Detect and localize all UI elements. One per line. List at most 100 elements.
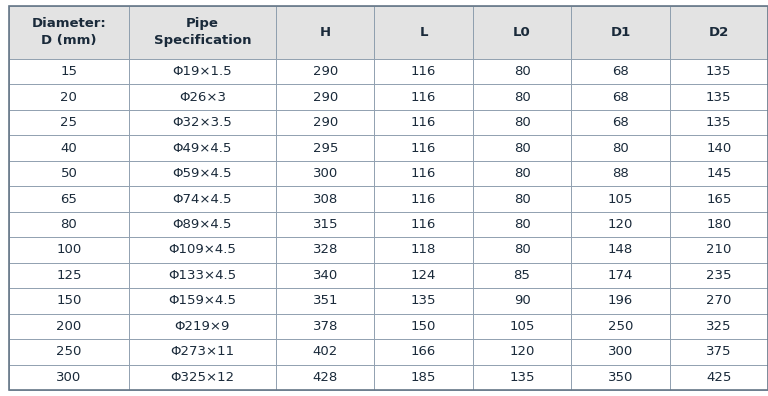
- Text: 235: 235: [706, 269, 732, 282]
- Text: 210: 210: [706, 244, 731, 257]
- Bar: [375, 110, 473, 135]
- Text: Diameter:
D (mm): Diameter: D (mm): [31, 17, 106, 48]
- Bar: [571, 6, 670, 59]
- Bar: [473, 263, 571, 288]
- Text: Φ59×4.5: Φ59×4.5: [173, 167, 232, 180]
- Bar: [571, 84, 670, 110]
- Text: 135: 135: [706, 65, 732, 78]
- Text: 135: 135: [411, 294, 436, 307]
- Text: 351: 351: [313, 294, 338, 307]
- Bar: [128, 314, 276, 339]
- Bar: [571, 339, 670, 365]
- Bar: [9, 339, 128, 365]
- Bar: [670, 186, 768, 212]
- Text: 116: 116: [411, 167, 436, 180]
- Bar: [276, 186, 375, 212]
- Bar: [128, 84, 276, 110]
- Text: 80: 80: [61, 218, 78, 231]
- Bar: [276, 263, 375, 288]
- Text: 120: 120: [509, 345, 535, 358]
- Text: 250: 250: [607, 320, 633, 333]
- Text: 68: 68: [612, 65, 629, 78]
- Text: Φ89×4.5: Φ89×4.5: [173, 218, 232, 231]
- Text: 250: 250: [56, 345, 81, 358]
- Bar: [375, 6, 473, 59]
- Text: Pipe
Specification: Pipe Specification: [154, 17, 251, 48]
- Bar: [473, 288, 571, 314]
- Bar: [670, 339, 768, 365]
- Text: 166: 166: [411, 345, 436, 358]
- Bar: [128, 135, 276, 161]
- Bar: [670, 135, 768, 161]
- Text: Φ109×4.5: Φ109×4.5: [168, 244, 237, 257]
- Text: 68: 68: [612, 91, 629, 104]
- Text: 80: 80: [514, 244, 531, 257]
- Text: 300: 300: [313, 167, 338, 180]
- Text: 150: 150: [56, 294, 81, 307]
- Bar: [276, 237, 375, 263]
- Bar: [375, 339, 473, 365]
- Bar: [128, 161, 276, 186]
- Text: 88: 88: [612, 167, 629, 180]
- Text: 200: 200: [56, 320, 81, 333]
- Bar: [9, 288, 128, 314]
- Bar: [670, 59, 768, 84]
- Bar: [375, 59, 473, 84]
- Bar: [276, 59, 375, 84]
- Text: 375: 375: [706, 345, 732, 358]
- Text: Φ219×9: Φ219×9: [174, 320, 230, 333]
- Text: Φ159×4.5: Φ159×4.5: [168, 294, 237, 307]
- Bar: [128, 339, 276, 365]
- Text: L0: L0: [513, 26, 531, 39]
- Bar: [473, 314, 571, 339]
- Bar: [9, 161, 128, 186]
- Bar: [9, 186, 128, 212]
- Bar: [670, 263, 768, 288]
- Text: 80: 80: [514, 218, 531, 231]
- Bar: [375, 135, 473, 161]
- Bar: [375, 263, 473, 288]
- Text: 80: 80: [514, 91, 531, 104]
- Bar: [9, 365, 128, 390]
- Bar: [9, 314, 128, 339]
- Text: 340: 340: [313, 269, 338, 282]
- Text: 65: 65: [61, 192, 78, 206]
- Bar: [276, 110, 375, 135]
- Bar: [128, 186, 276, 212]
- Bar: [276, 339, 375, 365]
- Text: Φ49×4.5: Φ49×4.5: [173, 142, 232, 154]
- Bar: [276, 365, 375, 390]
- Bar: [375, 84, 473, 110]
- Bar: [375, 186, 473, 212]
- Bar: [473, 6, 571, 59]
- Text: 116: 116: [411, 192, 436, 206]
- Text: 185: 185: [411, 371, 436, 384]
- Text: 145: 145: [706, 167, 731, 180]
- Text: 150: 150: [411, 320, 436, 333]
- Bar: [571, 263, 670, 288]
- Bar: [473, 186, 571, 212]
- Bar: [670, 110, 768, 135]
- Text: Φ19×1.5: Φ19×1.5: [173, 65, 232, 78]
- Text: 120: 120: [607, 218, 633, 231]
- Bar: [375, 161, 473, 186]
- Text: 165: 165: [706, 192, 731, 206]
- Bar: [473, 339, 571, 365]
- Bar: [473, 84, 571, 110]
- Text: 135: 135: [706, 116, 732, 129]
- Text: 425: 425: [706, 371, 731, 384]
- Text: H: H: [319, 26, 331, 39]
- Bar: [670, 288, 768, 314]
- Text: 290: 290: [313, 91, 338, 104]
- Bar: [375, 365, 473, 390]
- Bar: [670, 84, 768, 110]
- Text: D1: D1: [611, 26, 631, 39]
- Text: 105: 105: [607, 192, 633, 206]
- Text: 90: 90: [514, 294, 531, 307]
- Text: 300: 300: [607, 345, 633, 358]
- Text: 105: 105: [509, 320, 535, 333]
- Bar: [128, 237, 276, 263]
- Bar: [670, 212, 768, 237]
- Bar: [473, 212, 571, 237]
- Bar: [9, 6, 128, 59]
